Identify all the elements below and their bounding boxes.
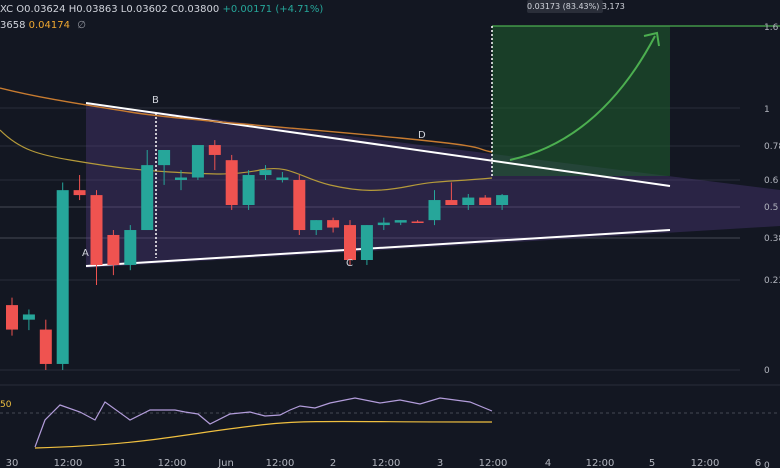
candle-body[interactable] bbox=[496, 195, 509, 205]
y-axis: 1.6 1 0.78 0.6 0.5 0.38 0.23 0 0 bbox=[764, 23, 780, 468]
x-tick-label: 12:00 bbox=[691, 458, 720, 468]
rsi-level-label: 50 bbox=[0, 400, 12, 410]
ohlc-legend: XC O0.03624 H0.03863 L0.03602 C0.03800 +… bbox=[0, 4, 323, 15]
x-tick-label: 30 bbox=[6, 458, 19, 468]
candles-group bbox=[6, 140, 509, 370]
candle-body[interactable] bbox=[22, 314, 35, 320]
candle-body[interactable] bbox=[377, 222, 390, 226]
candle-body[interactable] bbox=[90, 195, 103, 265]
y-tick-label: 0.23 bbox=[764, 276, 780, 286]
x-axis: 30 12:00 31 12:00 Jun 12:00 2 12:00 3 12:00 4 12:00… bbox=[6, 458, 762, 468]
rsi-ma-line bbox=[34, 420, 493, 449]
candle-body[interactable] bbox=[225, 160, 238, 205]
x-tick-label: 12:00 bbox=[54, 458, 83, 468]
candle-body[interactable] bbox=[293, 179, 306, 231]
y-tick-label: 1 bbox=[764, 105, 770, 115]
low-value: L0.03602 bbox=[120, 4, 168, 15]
y-tick-label: 1.6 bbox=[764, 23, 779, 33]
x-tick-label: Jun bbox=[217, 458, 234, 468]
x-tick-label: 31 bbox=[114, 458, 127, 468]
candle-body[interactable] bbox=[56, 190, 69, 364]
point-b-label: B bbox=[152, 95, 159, 106]
target-zone bbox=[492, 26, 670, 176]
high-value: H0.03863 bbox=[68, 4, 118, 15]
candle-body[interactable] bbox=[73, 190, 86, 196]
x-tick-label: 4 bbox=[545, 458, 551, 468]
x-tick-label: 12:00 bbox=[158, 458, 187, 468]
candle-body[interactable] bbox=[462, 197, 475, 205]
candle-body[interactable] bbox=[242, 175, 255, 205]
point-c-label: C bbox=[346, 258, 353, 269]
symbol-fragment: XC bbox=[0, 4, 14, 15]
point-a-label: A bbox=[82, 248, 89, 259]
x-tick-label: 2 bbox=[330, 458, 336, 468]
x-tick-label: 12:00 bbox=[586, 458, 615, 468]
candle-body[interactable] bbox=[208, 145, 221, 155]
projection-arrowhead bbox=[643, 31, 660, 47]
candle-body[interactable] bbox=[191, 145, 204, 178]
candle-body[interactable] bbox=[394, 220, 407, 223]
candle-body[interactable] bbox=[310, 220, 323, 231]
support-trendline[interactable] bbox=[85, 229, 671, 267]
candle-body[interactable] bbox=[479, 197, 492, 205]
candle-body[interactable] bbox=[141, 165, 154, 231]
ma-value: 0.04174 bbox=[28, 20, 70, 31]
open-value: O0.03624 bbox=[16, 4, 66, 15]
y-tick-label: 0.6 bbox=[764, 176, 779, 186]
measure-label: 0.03173 (83.43%) 3,173 bbox=[527, 0, 625, 13]
x-tick-label: 6 bbox=[755, 458, 761, 468]
moving-average-slow bbox=[0, 87, 493, 153]
hidden-symbol-icon[interactable]: ∅ bbox=[77, 20, 86, 31]
candle-body[interactable] bbox=[344, 225, 356, 260]
rsi-line bbox=[34, 397, 493, 448]
candle-body[interactable] bbox=[411, 221, 424, 224]
candle-body[interactable] bbox=[445, 200, 458, 205]
x-tick-label: 5 bbox=[649, 458, 655, 468]
candle-body[interactable] bbox=[124, 230, 137, 265]
change-value: +0.00171 (+4.71%) bbox=[222, 4, 324, 15]
wedge-area bbox=[86, 103, 780, 268]
candle-body[interactable] bbox=[175, 177, 187, 180]
candle-body[interactable] bbox=[428, 200, 441, 221]
x-tick-label: 12:00 bbox=[479, 458, 508, 468]
candle-body[interactable] bbox=[107, 234, 120, 265]
moving-average-fast bbox=[0, 129, 493, 191]
indicator-legend[interactable]: 3658 0.04174 ∅ bbox=[0, 20, 86, 31]
x-tick-label: 12:00 bbox=[266, 458, 295, 468]
point-d-label: D bbox=[418, 130, 426, 141]
resistance-trendline[interactable] bbox=[85, 102, 671, 187]
candle-body[interactable] bbox=[39, 329, 52, 364]
candle-body[interactable] bbox=[360, 225, 373, 260]
y-tick-label: 0.5 bbox=[764, 203, 778, 213]
candle-body[interactable] bbox=[276, 177, 289, 180]
close-value: C0.03800 bbox=[170, 4, 220, 15]
y-tick-label: 0 bbox=[764, 461, 770, 468]
y-tick-label: 0 bbox=[764, 366, 770, 376]
x-tick-label: 12:00 bbox=[372, 458, 401, 468]
ma-fragment: 3658 bbox=[0, 20, 26, 31]
candle-body[interactable] bbox=[259, 170, 272, 176]
y-tick-label: 0.38 bbox=[764, 234, 780, 244]
projection-arrow[interactable] bbox=[509, 35, 656, 161]
candle-body[interactable] bbox=[6, 305, 18, 330]
candle-body[interactable] bbox=[158, 150, 171, 166]
y-tick-label: 0.78 bbox=[764, 142, 780, 152]
candle-body[interactable] bbox=[327, 220, 340, 228]
x-tick-label: 3 bbox=[437, 458, 443, 468]
